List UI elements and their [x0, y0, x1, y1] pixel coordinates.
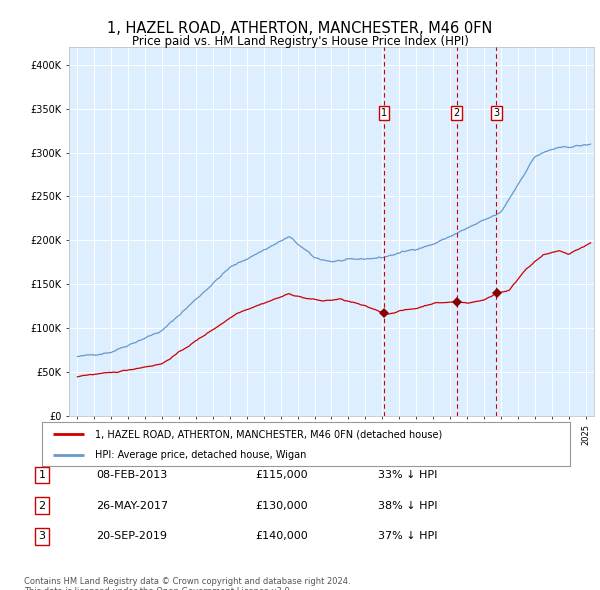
Text: 1: 1: [38, 470, 46, 480]
Text: 1: 1: [381, 108, 387, 118]
Text: 20-SEP-2019: 20-SEP-2019: [97, 532, 167, 541]
Text: 38% ↓ HPI: 38% ↓ HPI: [378, 501, 438, 510]
Text: HPI: Average price, detached house, Wigan: HPI: Average price, detached house, Wiga…: [95, 450, 306, 460]
Text: £130,000: £130,000: [256, 501, 308, 510]
Text: 2: 2: [454, 108, 460, 118]
Text: 3: 3: [493, 108, 499, 118]
Text: 3: 3: [38, 532, 46, 541]
Text: 08-FEB-2013: 08-FEB-2013: [97, 470, 167, 480]
Text: 1, HAZEL ROAD, ATHERTON, MANCHESTER, M46 0FN: 1, HAZEL ROAD, ATHERTON, MANCHESTER, M46…: [107, 21, 493, 35]
Text: 1, HAZEL ROAD, ATHERTON, MANCHESTER, M46 0FN (detached house): 1, HAZEL ROAD, ATHERTON, MANCHESTER, M46…: [95, 430, 442, 439]
Text: 33% ↓ HPI: 33% ↓ HPI: [379, 470, 437, 480]
Text: Contains HM Land Registry data © Crown copyright and database right 2024.
This d: Contains HM Land Registry data © Crown c…: [24, 577, 350, 590]
Text: £115,000: £115,000: [256, 470, 308, 480]
Text: 37% ↓ HPI: 37% ↓ HPI: [378, 532, 438, 541]
Text: 26-MAY-2017: 26-MAY-2017: [96, 501, 168, 510]
Text: £140,000: £140,000: [256, 532, 308, 541]
Text: 2: 2: [38, 501, 46, 510]
Text: Price paid vs. HM Land Registry's House Price Index (HPI): Price paid vs. HM Land Registry's House …: [131, 35, 469, 48]
